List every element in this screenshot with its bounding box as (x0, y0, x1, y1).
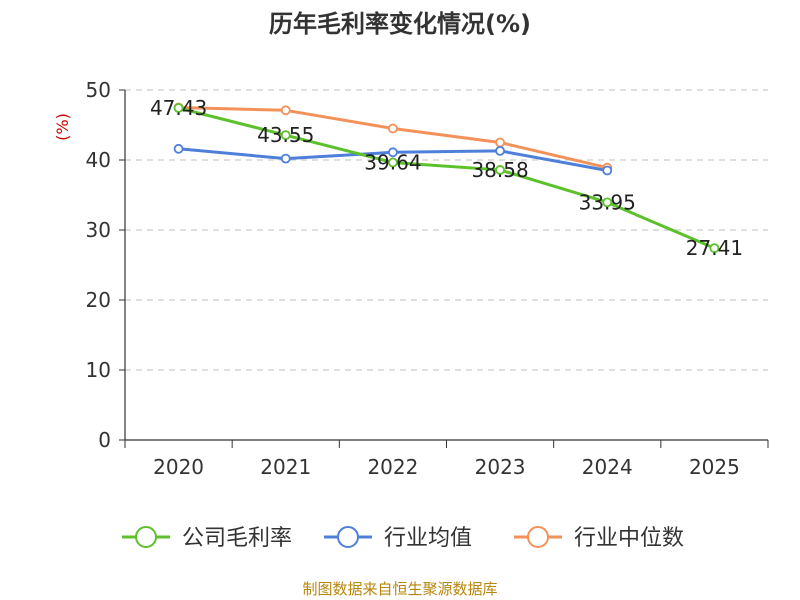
data-point-s2-2022 (388, 123, 398, 134)
series-points (173, 102, 720, 254)
y-tick-label-10: 10 (86, 358, 111, 382)
y-tick-label-40: 40 (86, 148, 111, 172)
x-tick-label-2020: 2020 (153, 455, 204, 479)
data-point-s1-2024 (602, 165, 613, 176)
data-label-2023: 38.58 (471, 158, 528, 182)
x-tick-label-2024: 2024 (582, 455, 633, 479)
data-point-s0-2025 (709, 243, 720, 254)
data-label-2024: 33.95 (579, 190, 636, 214)
x-tick-label-2023: 2023 (475, 455, 526, 479)
y-tick-label-0: 0 (98, 428, 111, 452)
axes: 0 10 20 30 40 50 2020 2021 2022 2023 2024 2025 (86, 78, 769, 479)
data-point-s0-2024 (602, 197, 613, 208)
legend-marker-1 (337, 526, 359, 548)
data-point-s1-2022 (388, 147, 398, 158)
data-label-2021: 43.55 (257, 123, 314, 147)
data-point-s1-2021 (280, 153, 291, 164)
data-point-s0-2020 (173, 103, 184, 113)
data-label-2022: 39.64 (364, 151, 421, 175)
data-label-2025: 27.41 (686, 236, 743, 260)
data-point-s0-2022 (388, 157, 398, 168)
legend-label-0: 公司毛利率 (182, 526, 292, 551)
data-point-s0-2023 (495, 165, 505, 175)
data-label-2020: 47.43 (150, 96, 207, 120)
x-tick-label-2021: 2021 (260, 455, 311, 479)
grid-lines (125, 89, 768, 371)
series-line-0 (178, 106, 716, 250)
source-note: 制图数据来自恒生聚源数据库 (302, 580, 497, 598)
data-point-s1-2020 (173, 143, 184, 154)
legend: 公司毛利率 行业均值 行业中位数 (122, 526, 684, 551)
y-axis-label: (%) (53, 113, 72, 141)
data-labels: 47.43 43.55 39.64 38.58 33.95 27.41 (150, 96, 743, 260)
y-tick-label-50: 50 (86, 78, 111, 102)
legend-marker-0 (135, 526, 157, 548)
legend-marker-2 (527, 526, 549, 548)
data-point-s1-2023 (495, 145, 505, 156)
data-point-s2-2023 (495, 137, 505, 148)
x-tick-label-2025: 2025 (689, 455, 740, 479)
data-point-s0-2021 (280, 130, 291, 141)
data-point-s2-2021 (280, 105, 291, 116)
y-tick-label-30: 30 (86, 218, 111, 242)
y-tick-label-20: 20 (86, 288, 111, 312)
x-tick-label-2022: 2022 (367, 455, 418, 479)
legend-label-1: 行业均值 (384, 526, 472, 551)
legend-label-2: 行业中位数 (574, 526, 684, 551)
chart-title: 历年毛利率变化情况(%) (269, 10, 531, 38)
